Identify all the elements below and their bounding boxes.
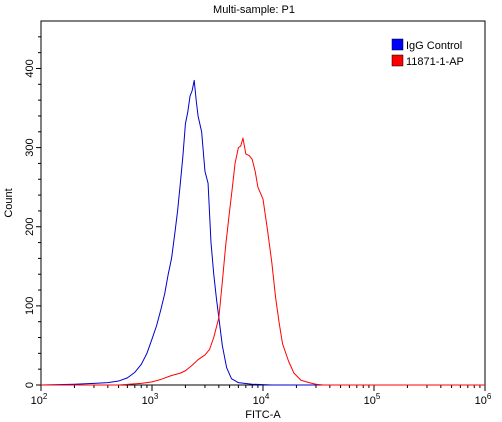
- series-line-1: [40, 79, 485, 386]
- legend-swatch-2: [391, 54, 404, 67]
- y-tick-label: 0: [24, 382, 36, 388]
- legend-swatch-1: [391, 38, 404, 51]
- x-tick-label: 103: [142, 392, 159, 407]
- x-axis-label: FITC-A: [245, 409, 281, 421]
- plot-frame: [40, 20, 486, 386]
- x-tick-label: 102: [31, 392, 48, 407]
- legend-label-2: 11871-1-AP: [406, 56, 464, 68]
- legend-label-1: IgG Control: [406, 40, 462, 52]
- y-tick-label: 200: [24, 218, 36, 236]
- x-tick-label: 106: [475, 392, 492, 407]
- series-layer: [40, 79, 485, 386]
- legend: IgG Control 11871-1-AP: [391, 38, 464, 68]
- x-axis: 102 103 104 105 106: [31, 385, 492, 407]
- y-axis-label: Count: [3, 188, 15, 217]
- y-axis: 0 100 200 300 400: [24, 36, 41, 388]
- series-line-2: [41, 137, 485, 386]
- chart-title: Multi-sample: P1: [213, 4, 295, 16]
- y-tick-label: 300: [24, 138, 36, 156]
- x-tick-label: 104: [253, 392, 270, 407]
- y-tick-label: 400: [24, 59, 36, 77]
- y-tick-label: 100: [24, 297, 36, 315]
- x-tick-label: 105: [364, 392, 381, 407]
